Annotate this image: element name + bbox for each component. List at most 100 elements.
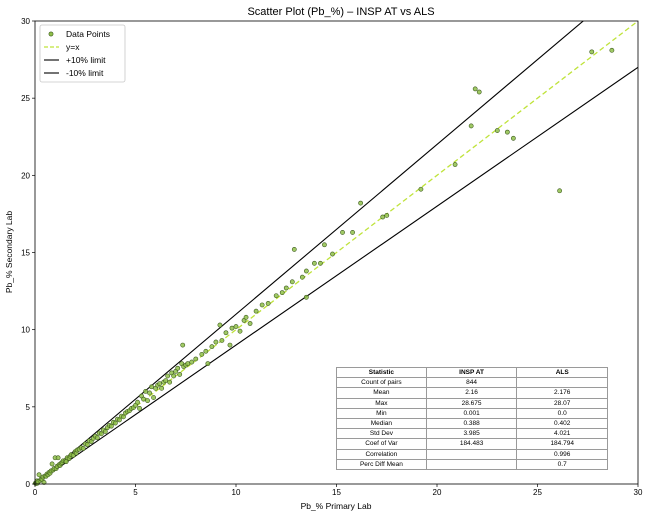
stats-insp-value: 28.675	[425, 397, 518, 409]
data-point	[141, 396, 146, 402]
data-point	[253, 308, 259, 314]
stats-row-label: Min	[336, 407, 427, 419]
x-tick-label: 5	[133, 488, 138, 497]
data-point	[80, 446, 86, 451]
upper-limit-line	[35, 21, 585, 484]
stats-row: Std Dev 3.985 4.021	[336, 428, 608, 440]
data-point	[380, 214, 386, 220]
identity-line	[35, 21, 638, 484]
data-point	[41, 480, 47, 485]
stats-row-label: Perc Diff Mean	[336, 458, 427, 470]
data-point	[237, 328, 243, 334]
chart-title: Scatter Plot (Pb_%) – INSP AT vs ALS	[247, 6, 434, 18]
data-point	[135, 399, 140, 405]
stats-insp-value: 0.388	[425, 417, 518, 430]
y-tick-label: 20	[21, 171, 30, 180]
data-point	[157, 381, 163, 387]
data-point	[589, 49, 595, 55]
y-tick-label: 30	[21, 17, 30, 26]
data-point	[418, 186, 424, 192]
data-point	[147, 390, 152, 396]
stats-row-label: Coef of Var	[336, 438, 427, 450]
data-point	[510, 135, 516, 141]
data-point	[279, 290, 285, 296]
data-point	[217, 322, 223, 328]
x-tick-label: 15	[332, 488, 341, 497]
stats-als-value	[516, 377, 608, 389]
statistics-table: Statistic INSP AT ALS Count of pairs 844…	[336, 366, 608, 470]
stats-insp-value	[425, 458, 518, 470]
data-point	[476, 89, 482, 95]
data-point	[209, 344, 215, 350]
stats-header-als: ALS	[516, 366, 608, 379]
data-point	[36, 472, 42, 478]
stats-row: Mean 2.16 2.176	[336, 387, 608, 399]
y-axis-label: Pb_% Secondary Lab	[4, 211, 14, 293]
data-point	[163, 378, 169, 383]
data-point	[504, 129, 510, 135]
data-point	[113, 420, 118, 426]
data-point	[247, 321, 253, 326]
data-point	[322, 242, 327, 248]
stats-row-label: Median	[336, 417, 427, 430]
data-point	[452, 162, 458, 167]
data-point	[177, 372, 183, 377]
data-point	[227, 342, 233, 348]
data-point	[149, 384, 154, 390]
y-tick-label: 25	[21, 94, 30, 103]
stats-insp-value: 3.985	[425, 428, 518, 440]
x-axis-label: Pb_% Primary Lab	[301, 501, 372, 511]
stats-row: Coef of Var 184.483 184.794	[336, 438, 608, 450]
stats-insp-value	[425, 448, 518, 460]
data-point	[145, 398, 150, 404]
data-point	[273, 293, 279, 299]
data-point	[121, 414, 126, 420]
data-point	[609, 47, 615, 53]
stats-row: Max 28.675 28.07	[336, 397, 608, 409]
data-point	[213, 339, 219, 345]
data-point	[259, 302, 265, 308]
stats-row: Correlation 0.996	[336, 448, 608, 460]
data-point	[117, 417, 122, 423]
data-point	[289, 279, 295, 285]
data-point	[219, 338, 225, 343]
data-point	[159, 385, 165, 391]
data-point	[167, 379, 173, 385]
data-point	[199, 351, 205, 357]
data-point	[472, 86, 478, 92]
data-point	[151, 395, 156, 400]
plot-area: 0 5 10 15 20 25 30 0 5 10 15 20 25 30 Data Points y=x +1…	[21, 17, 643, 497]
data-point	[330, 251, 335, 257]
data-point	[171, 373, 177, 379]
data-point	[311, 260, 317, 266]
data-point	[233, 324, 239, 329]
data-point	[203, 348, 209, 354]
data-point	[84, 442, 90, 448]
stats-insp-value: 184.483	[425, 438, 518, 450]
data-point	[102, 429, 108, 434]
data-point	[340, 230, 345, 235]
stats-als-value: 184.794	[516, 438, 608, 450]
data-point	[358, 200, 364, 206]
stats-row-label: Max	[336, 397, 427, 409]
stats-header-row: Statistic INSP AT ALS	[336, 366, 608, 379]
data-point	[185, 361, 191, 367]
stats-insp-value: 0.001	[425, 407, 518, 419]
data-point	[205, 361, 211, 367]
data-point	[94, 435, 100, 441]
data-point	[189, 359, 195, 365]
stats-als-value: 0.402	[516, 417, 608, 430]
data-point	[350, 230, 355, 235]
data-point	[137, 405, 142, 411]
legend-label: -10% limit	[66, 68, 104, 78]
data-point	[229, 325, 235, 331]
stats-row: Median 0.388 0.402	[336, 417, 608, 430]
data-point	[283, 285, 289, 291]
data-point	[193, 356, 199, 362]
stats-als-value: 0.7	[516, 458, 608, 470]
data-point	[468, 123, 474, 129]
stats-als-value: 2.176	[516, 387, 608, 399]
stats-row-label: Correlation	[336, 448, 427, 460]
stats-header-insp-at: INSP AT	[425, 366, 518, 379]
stats-row-label: Mean	[336, 387, 427, 399]
